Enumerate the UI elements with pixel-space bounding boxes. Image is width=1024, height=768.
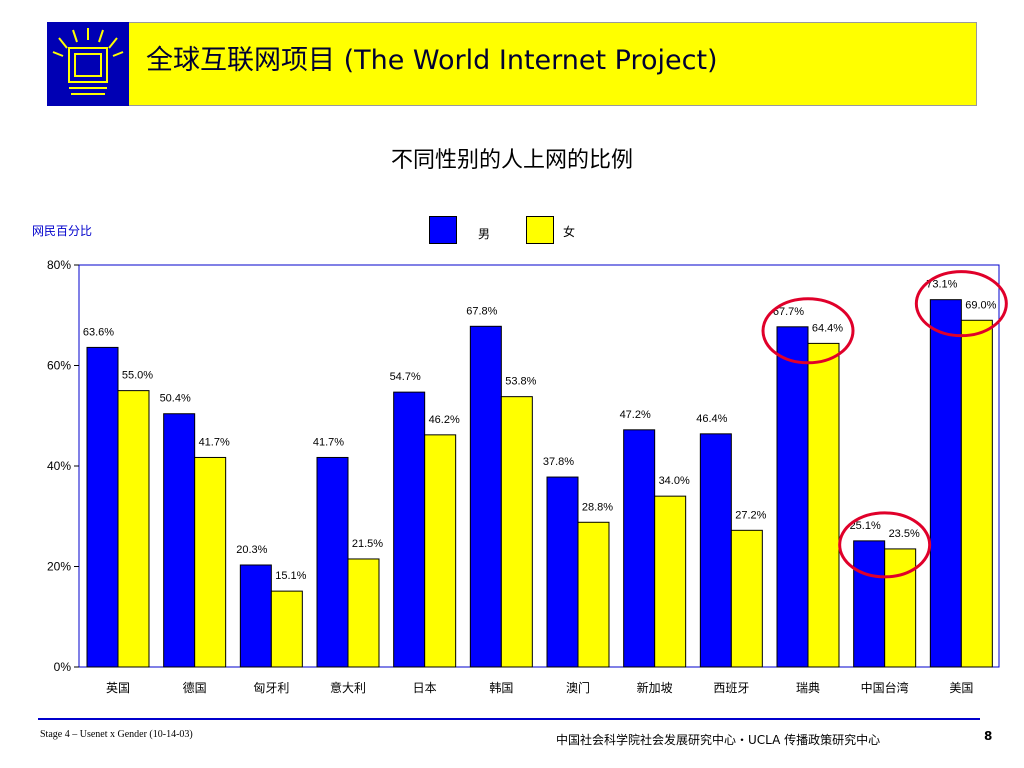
- data-label-female: 21.5%: [352, 538, 383, 550]
- x-tick-label: 英国: [106, 681, 130, 695]
- legend-swatch-female: [526, 216, 554, 244]
- data-label-female: 46.2%: [429, 414, 460, 426]
- bar-male: [239, 564, 272, 668]
- data-label-male: 25.1%: [850, 520, 881, 532]
- bar-male: [546, 476, 579, 668]
- bar-female: [424, 434, 457, 668]
- data-label-male: 54.7%: [390, 371, 421, 383]
- bar-female: [347, 558, 380, 668]
- legend-swatch-male: [429, 216, 457, 244]
- data-label-male: 67.7%: [773, 306, 804, 318]
- x-tick-label: 新加坡: [637, 680, 673, 695]
- y-axis-label: 网民百分比: [32, 224, 93, 238]
- x-tick-label: 德国: [183, 680, 207, 695]
- bar-male: [699, 433, 732, 668]
- data-label-female: 23.5%: [889, 528, 920, 540]
- highlight-ring: [914, 270, 1008, 338]
- data-label-female: 53.8%: [505, 376, 536, 388]
- y-tick-label: 60%: [47, 359, 71, 373]
- bar-female: [194, 456, 227, 668]
- x-tick-label: 美国: [949, 681, 973, 695]
- bar-male: [623, 429, 656, 668]
- chart-title: 不同性别的人上网的比例: [390, 148, 633, 173]
- bar-female: [117, 390, 150, 668]
- bar-female: [654, 495, 687, 668]
- y-tick-label: 20%: [47, 560, 71, 574]
- bar-male: [776, 326, 809, 668]
- page-title: 全球互联网项目 (The World Internet Project): [146, 45, 718, 76]
- y-tick-label: 40%: [47, 459, 71, 473]
- header-banner: [47, 22, 977, 106]
- data-label-male: 50.4%: [160, 393, 191, 405]
- bar-male: [86, 346, 119, 668]
- highlight-ring: [838, 511, 932, 579]
- data-label-female: 34.0%: [659, 475, 690, 487]
- bar-male: [316, 456, 349, 668]
- data-label-female: 28.8%: [582, 501, 613, 513]
- bar-female: [807, 342, 840, 668]
- x-tick-label: 瑞典: [796, 681, 820, 695]
- footer-stage-label: Stage 4 – Usenet x Gender (10-14-03): [40, 729, 193, 740]
- bar-female: [577, 521, 610, 668]
- x-tick-label: 中国台湾: [861, 680, 909, 695]
- bar-male: [393, 391, 426, 668]
- bar-male: [929, 299, 962, 668]
- footer-organization: 中国社会科学院社会发展研究中心・UCLA 传播政策研究中心: [556, 733, 881, 747]
- footer-divider: [38, 718, 980, 720]
- y-tick-label: 80%: [47, 258, 71, 272]
- data-label-male: 37.8%: [543, 456, 574, 468]
- y-tick-label: 0%: [54, 660, 72, 674]
- data-label-female: 64.4%: [812, 322, 843, 334]
- legend-label-male: 男: [478, 227, 491, 241]
- highlight-ring: [761, 297, 855, 365]
- data-label-female: 41.7%: [199, 436, 230, 448]
- data-label-female: 69.0%: [965, 299, 996, 311]
- data-label-male: 47.2%: [620, 409, 651, 421]
- data-label-male: 46.4%: [696, 413, 727, 425]
- bar-male: [469, 325, 502, 668]
- logo-icon: [47, 22, 129, 106]
- bar-female: [884, 548, 917, 668]
- data-label-female: 55.0%: [122, 370, 153, 382]
- page-number: 8: [984, 729, 993, 743]
- bar-female: [500, 396, 533, 668]
- data-label-male: 20.3%: [236, 544, 267, 556]
- bar-female: [730, 529, 763, 668]
- bar-female: [960, 319, 993, 668]
- data-label-female: 27.2%: [735, 509, 766, 521]
- data-label-male: 67.8%: [466, 305, 497, 317]
- x-tick-label: 西班牙: [713, 681, 749, 695]
- legend-label-female: 女: [563, 225, 576, 239]
- x-tick-label: 意大利: [330, 680, 366, 695]
- bar-male: [853, 540, 886, 668]
- x-tick-label: 日本: [413, 681, 437, 695]
- data-label-female: 15.1%: [275, 570, 306, 582]
- data-label-male: 63.6%: [83, 326, 114, 338]
- data-label-male: 41.7%: [313, 436, 344, 448]
- x-tick-label: 澳门: [566, 680, 590, 695]
- data-label-male: 73.1%: [926, 279, 957, 291]
- bar-male: [163, 413, 196, 668]
- bar-female: [270, 590, 303, 668]
- x-tick-label: 韩国: [489, 680, 513, 695]
- x-tick-label: 匈牙利: [253, 681, 289, 695]
